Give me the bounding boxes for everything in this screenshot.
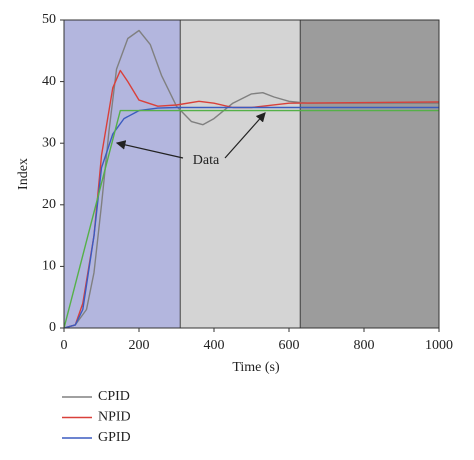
plot-frame bbox=[63, 19, 440, 329]
region bbox=[299, 19, 440, 329]
annotation: Data bbox=[193, 153, 220, 168]
y-axis-label: Index bbox=[16, 158, 31, 190]
y-tick-label: 0 bbox=[49, 320, 56, 335]
x-tick-label: 0 bbox=[61, 338, 68, 353]
legend-label: GPID bbox=[98, 430, 131, 445]
annotation-arrow bbox=[115, 140, 184, 159]
region bbox=[179, 19, 301, 329]
y-tick-label: 10 bbox=[42, 259, 56, 274]
x-tick-label: 600 bbox=[279, 338, 300, 353]
annotation-arrow bbox=[224, 112, 266, 159]
x-tick-label: 1000 bbox=[425, 338, 453, 353]
x-tick-label: 800 bbox=[354, 338, 375, 353]
region bbox=[63, 19, 181, 329]
y-tick-label: 50 bbox=[42, 12, 56, 27]
legend-label: NPID bbox=[98, 410, 131, 425]
series-line bbox=[63, 109, 439, 329]
series-line bbox=[63, 29, 439, 329]
x-tick-label: 400 bbox=[204, 338, 225, 353]
x-axis-label: Time (s) bbox=[232, 360, 280, 375]
legend-label: CPID bbox=[98, 389, 130, 404]
series-line bbox=[63, 106, 439, 329]
y-tick-label: 40 bbox=[42, 74, 56, 89]
y-tick-label: 30 bbox=[42, 135, 56, 150]
x-tick-label: 200 bbox=[129, 338, 150, 353]
y-tick-label: 20 bbox=[42, 197, 56, 212]
